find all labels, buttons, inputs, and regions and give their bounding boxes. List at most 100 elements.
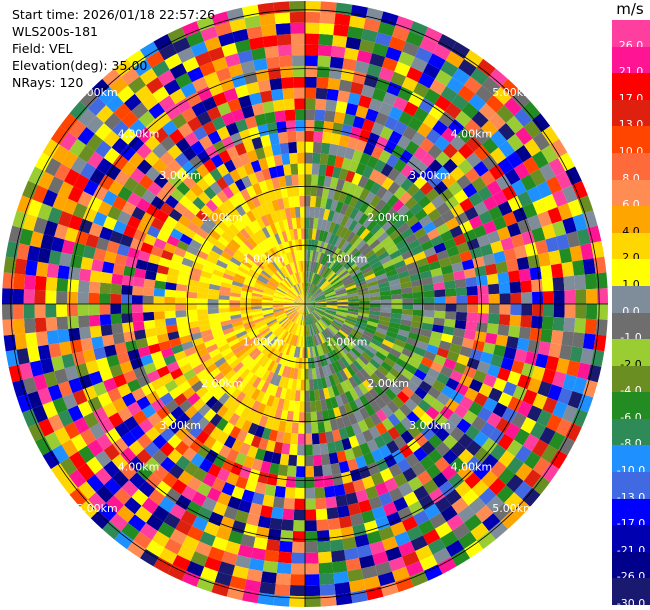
range-gate-cell <box>332 336 342 347</box>
range-gate-cell <box>160 347 174 359</box>
range-gate-cell <box>209 278 222 287</box>
range-gate-cell <box>346 365 356 377</box>
range-gate-cell <box>313 131 324 143</box>
range-gate-cell <box>358 354 370 366</box>
range-gate-cell <box>319 319 328 329</box>
range-gate-cell <box>185 500 202 517</box>
colorbar-swatch <box>612 99 650 127</box>
range-gate-cell <box>313 345 320 357</box>
range-gate-cell <box>315 299 327 303</box>
range-gate-cell <box>478 102 497 121</box>
range-ring-label: 4.00km <box>451 460 493 473</box>
range-gate-cell <box>318 33 334 46</box>
range-gate-cell <box>173 246 187 258</box>
range-gate-cell <box>260 381 270 393</box>
range-gate-cell <box>290 312 299 321</box>
range-gate-cell <box>584 318 597 335</box>
range-gate-cell <box>331 384 340 397</box>
range-gate-cell <box>326 507 339 520</box>
range-gate-cell <box>100 324 113 337</box>
range-gate-cell <box>116 505 135 523</box>
range-gate-cell <box>345 492 359 506</box>
range-gate-cell <box>384 264 396 273</box>
range-gate-cell <box>321 242 329 254</box>
range-gate-cell <box>315 301 327 304</box>
range-gate-cell <box>349 233 360 246</box>
range-gate-cell <box>305 574 320 586</box>
range-gate-cell <box>340 68 355 82</box>
range-gate-cell <box>300 314 304 326</box>
range-gate-cell <box>439 188 454 203</box>
range-gate-cell <box>282 279 291 289</box>
range-gate-cell <box>418 97 435 114</box>
range-gate-cell <box>532 457 551 476</box>
range-gate-cell <box>294 301 305 304</box>
range-gate-cell <box>276 198 285 210</box>
range-gate-cell <box>47 176 64 194</box>
range-gate-cell <box>199 61 216 77</box>
range-gate-cell <box>282 253 290 265</box>
range-gate-cell <box>258 437 269 451</box>
range-gate-cell <box>12 304 25 320</box>
range-ring-label: 5.00km <box>492 502 534 515</box>
range-gate-cell <box>117 186 133 202</box>
range-gate-cell <box>141 404 157 419</box>
range-gate-cell <box>298 304 305 314</box>
range-gate-cell <box>218 561 235 576</box>
range-gate-cell <box>303 304 305 315</box>
range-gate-cell <box>422 374 437 387</box>
range-gate-cell <box>272 305 284 308</box>
range-gate-cell <box>415 46 433 63</box>
range-gate-cell <box>331 549 346 563</box>
range-gate-cell <box>312 311 321 321</box>
range-gate-cell <box>77 292 89 304</box>
range-gate-cell <box>2 304 14 320</box>
range-gate-cell <box>381 404 394 418</box>
range-gate-cell <box>486 495 504 514</box>
range-gate-cell <box>553 304 565 318</box>
range-gate-cell <box>537 380 553 398</box>
range-gate-cell <box>276 313 287 321</box>
range-gate-cell <box>515 445 532 464</box>
range-gate-cell <box>133 329 147 340</box>
range-ring-label: 5.00km <box>76 86 118 99</box>
range-gate-cell <box>145 50 165 69</box>
range-gate-cell <box>13 318 26 335</box>
range-gate-cell <box>348 349 359 361</box>
range-gate-cell <box>290 563 305 575</box>
range-gate-cell <box>486 323 499 335</box>
range-gate-cell <box>445 539 465 558</box>
range-gate-cell <box>305 304 308 315</box>
range-gate-cell <box>264 549 279 563</box>
range-gate-cell <box>344 281 356 289</box>
range-gate-cell <box>393 259 407 270</box>
range-gate-cell <box>194 51 212 67</box>
range-gate-cell <box>107 387 122 403</box>
range-gate-cell <box>330 132 341 146</box>
range-gate-cell <box>296 346 301 358</box>
range-gate-cell <box>370 260 383 270</box>
range-gate-cell <box>344 448 356 461</box>
range-gate-cell <box>334 347 344 359</box>
range-gate-cell <box>220 319 232 327</box>
range-gate-cell <box>257 367 268 379</box>
range-gate-cell <box>346 289 358 296</box>
range-gate-cell <box>145 390 160 405</box>
range-gate-cell <box>92 381 108 397</box>
range-gate-cell <box>495 174 512 191</box>
range-gate-cell <box>488 205 503 221</box>
range-gate-cell <box>99 304 111 315</box>
range-gate-cell <box>305 476 315 488</box>
range-gate-cell <box>315 87 328 100</box>
range-gate-cell <box>291 312 299 322</box>
range-gate-cell <box>274 110 286 123</box>
range-gate-cell <box>413 510 430 526</box>
range-gate-cell <box>215 176 229 191</box>
range-gate-cell <box>234 403 246 417</box>
range-gate-cell <box>181 432 197 447</box>
range-gate-cell <box>312 217 319 230</box>
range-gate-cell <box>121 522 140 541</box>
range-gate-cell <box>257 229 268 241</box>
range-gate-cell <box>291 239 297 252</box>
range-gate-cell <box>150 195 165 210</box>
